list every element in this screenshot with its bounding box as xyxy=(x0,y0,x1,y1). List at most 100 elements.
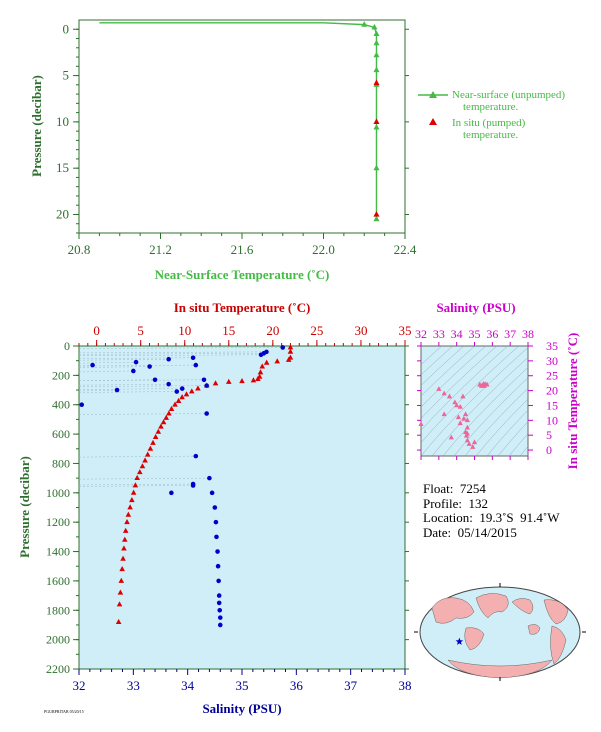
temperature-point xyxy=(132,482,139,488)
ts-y-tick-label: 20 xyxy=(546,384,558,398)
salinity-point xyxy=(217,622,223,628)
ts-point xyxy=(462,429,469,435)
salinity-tick-label: 37 xyxy=(344,678,358,693)
profile-top-axis-label: In situ Temperature (˚C) xyxy=(174,300,311,315)
near-surface-y-ticks: 0 5 10 15 20 xyxy=(56,21,409,234)
temperature-point xyxy=(263,359,270,365)
near-surface-y-tick-label: 20 xyxy=(56,206,69,221)
salinity-tick-label: 35 xyxy=(236,678,249,693)
near-surface-marker xyxy=(373,215,380,222)
temperature-point xyxy=(124,518,130,525)
ts-y-tick-label: 15 xyxy=(546,398,558,412)
temperature-point xyxy=(115,618,122,624)
map-land xyxy=(431,593,569,679)
location-value: 19.3˚S 91.4˚W xyxy=(479,510,560,525)
ts-point xyxy=(460,393,466,399)
temperature-point xyxy=(150,439,156,445)
date-value: 05/14/2015 xyxy=(457,524,517,540)
ts-point xyxy=(454,402,460,408)
salinity-connector-line xyxy=(78,358,169,361)
density-contour xyxy=(508,433,528,456)
in-situ-marker xyxy=(373,79,380,86)
pressure-tick-label: 200 xyxy=(52,368,70,382)
salinity-point xyxy=(212,505,218,510)
ts-x-tick-label: 36 xyxy=(486,327,498,341)
float-info-block: Float: 7254 Profile: 132 Location: 19.3˚… xyxy=(423,481,560,541)
temperature-point xyxy=(120,555,126,561)
salinity-point xyxy=(214,534,219,540)
near-surface-y-tick-label: 15 xyxy=(56,160,69,175)
float-label: Float: xyxy=(423,481,454,496)
ts-point xyxy=(448,434,454,440)
salinity-point xyxy=(204,383,209,388)
location-label: Location: xyxy=(423,510,473,525)
salinity-point xyxy=(258,352,264,358)
ts-x-tick-label: 32 xyxy=(415,327,427,341)
date-label: Date: xyxy=(423,524,452,540)
density-contour xyxy=(421,346,475,397)
temperature-point xyxy=(225,378,232,384)
temperature-point xyxy=(257,369,264,375)
near-surface-marker xyxy=(373,51,380,58)
ts-point xyxy=(452,399,458,405)
temperature-point xyxy=(160,419,167,425)
temperature-point xyxy=(147,445,154,451)
salinity-point xyxy=(152,377,158,383)
salinity-point xyxy=(204,411,209,416)
location-star xyxy=(455,637,464,645)
near-surface-marker xyxy=(361,21,368,27)
near-surface-y-tick-label: 10 xyxy=(56,114,69,129)
salinity-point xyxy=(207,475,212,481)
salinity-point xyxy=(209,490,215,496)
pressure-tick-label: 600 xyxy=(52,427,70,441)
ts-x-tick-label: 38 xyxy=(522,327,534,341)
ts-point xyxy=(471,439,478,445)
salinity-point xyxy=(174,389,180,394)
temperature-point xyxy=(183,391,190,397)
salinity-point xyxy=(216,593,222,598)
temperature-point xyxy=(163,414,170,420)
pressure-tick-label: 1800 xyxy=(46,603,70,617)
density-contour xyxy=(421,346,486,408)
temperature-point xyxy=(212,380,219,386)
salinity-point xyxy=(131,368,136,374)
salinity-connector-line xyxy=(78,351,267,354)
salinity-connector-line xyxy=(78,388,183,390)
salinity-connector-line xyxy=(78,413,207,415)
pressure-tick-label: 800 xyxy=(52,456,70,470)
location-map xyxy=(414,583,586,681)
ts-point xyxy=(466,441,472,446)
temperature-point xyxy=(152,433,159,439)
ts-y-tick-label: 10 xyxy=(546,413,558,427)
ts-y-tick-label: 5 xyxy=(546,428,552,442)
near-surface-x-tick-label: 21.2 xyxy=(149,242,172,257)
density-contour xyxy=(519,445,528,456)
salinity-point xyxy=(217,607,223,613)
temperature-tick-label: 10 xyxy=(178,323,191,338)
profile-temperature-ticks: 0 5 10 15 20 25 30 35 xyxy=(78,323,412,346)
near-surface-y-tick-label: 5 xyxy=(63,68,70,83)
pressure-tick-label: 400 xyxy=(52,398,70,412)
temperature-point xyxy=(139,463,146,469)
salinity-point xyxy=(217,615,223,620)
density-contour xyxy=(421,346,464,386)
profile-plot-area xyxy=(78,345,406,670)
ts-point xyxy=(418,421,424,426)
ts-point xyxy=(457,403,463,409)
temperature-point xyxy=(155,428,162,434)
legend-marker-near-surface xyxy=(429,91,437,98)
density-contour xyxy=(453,377,528,456)
density-contour xyxy=(442,367,528,456)
location-row: Location: 19.3˚S 91.4˚W xyxy=(423,510,560,526)
in-situ-marker xyxy=(373,210,380,217)
temperature-point xyxy=(274,358,281,364)
near-surface-panel: 20.8 21.2 21.6 22.0 22.4 0 5 10 15 20 Near-Surfa… xyxy=(29,19,565,282)
salinity-connector-line xyxy=(78,383,169,386)
ts-x-tick-label: 35 xyxy=(469,327,481,341)
temperature-point xyxy=(144,451,151,457)
salinity-connector-line xyxy=(78,379,204,382)
date-row: Date: 05/14/2015 xyxy=(423,524,560,541)
temperature-tick-label: 20 xyxy=(266,323,279,338)
near-surface-marker xyxy=(373,39,380,46)
